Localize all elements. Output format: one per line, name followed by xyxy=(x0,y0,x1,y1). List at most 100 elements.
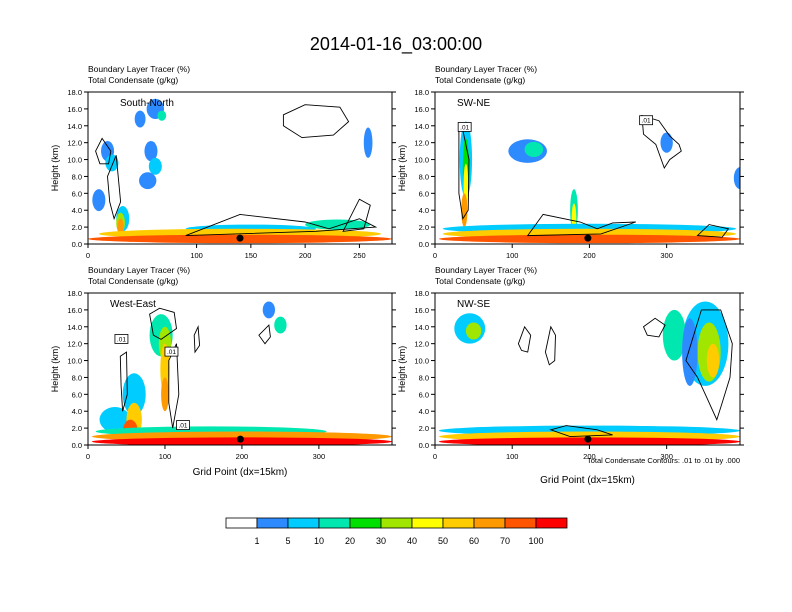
tracer-blob xyxy=(662,309,686,361)
y-tick-label: 0.0 xyxy=(419,240,429,249)
x-tick-label: 100 xyxy=(506,251,519,260)
y-tick-label: 4.0 xyxy=(419,407,429,416)
tracer-blob xyxy=(524,141,544,158)
contour-label: .01 xyxy=(460,124,469,131)
condensate-contour xyxy=(149,307,177,340)
contour-label-box xyxy=(457,122,472,132)
tracer-blob xyxy=(99,407,131,433)
condensate-contour xyxy=(544,325,556,366)
contour-label-box xyxy=(114,334,129,344)
y-tick-label: 6.0 xyxy=(72,390,82,399)
plot-frame xyxy=(434,91,741,245)
tracer-blob xyxy=(274,316,287,334)
contour-label-box xyxy=(639,115,654,126)
y-axis-label: Height (km) xyxy=(50,145,60,192)
x-tick-label: 300 xyxy=(313,452,326,461)
tracer-blob xyxy=(92,189,106,212)
condensate-contour xyxy=(168,343,180,429)
panel-sw-ne: 0.0 2.0 4.0 6.0 8.0 10.0 12.0 14.0 16.0 18.0 0 100 2… xyxy=(397,64,744,260)
field-label: Boundary Layer Tracer (%) xyxy=(435,265,537,275)
location-marker xyxy=(584,435,592,443)
colorbar-swatch xyxy=(442,517,475,529)
condensate-contour xyxy=(282,104,350,139)
tracer-blob xyxy=(122,373,146,416)
tracer-blob xyxy=(148,157,162,175)
y-tick-label: 2.0 xyxy=(72,424,82,433)
x-tick-label: 0 xyxy=(86,452,90,461)
plot-background xyxy=(435,92,740,244)
y-tick-label: 18.0 xyxy=(67,289,82,298)
tracer-field xyxy=(435,92,740,244)
y-tick-label: 18.0 xyxy=(67,88,82,97)
colorbar-swatch xyxy=(256,517,289,529)
y-tick-label: 12.0 xyxy=(414,139,429,148)
colorbar-label: 30 xyxy=(376,536,386,546)
y-tick-label: 12.0 xyxy=(67,340,82,349)
y-tick-label: 10.0 xyxy=(414,156,429,165)
tracer-field xyxy=(435,293,740,445)
tracer-blob xyxy=(733,167,740,190)
colorbar-swatch xyxy=(349,517,382,529)
y-tick-label: 16.0 xyxy=(67,105,82,114)
condensate-contour xyxy=(696,224,730,238)
condensate-contour xyxy=(258,324,271,345)
y-tick-label: 6.0 xyxy=(419,390,429,399)
x-tick-label: 200 xyxy=(236,452,249,461)
condensate-contour xyxy=(193,325,201,354)
condensate-contour xyxy=(119,351,128,412)
y-tick-label: 16.0 xyxy=(67,306,82,315)
condensate-contour xyxy=(685,309,733,421)
y-tick-label: 8.0 xyxy=(419,373,429,382)
y-tick-label: 0.0 xyxy=(72,240,82,249)
y-axis-label: Height (km) xyxy=(50,346,60,393)
field-label: Boundary Layer Tracer (%) xyxy=(88,64,190,74)
y-tick-label: 8.0 xyxy=(72,172,82,181)
overlay-label: Total Condensate (g/kg) xyxy=(435,75,525,85)
y-tick-label: 6.0 xyxy=(419,189,429,198)
overlay-label: Total Condensate (g/kg) xyxy=(435,276,525,286)
tracer-blob xyxy=(161,377,169,412)
contour-label: .01 xyxy=(117,336,126,343)
x-tick-label: 200 xyxy=(583,452,596,461)
contour-label-box xyxy=(176,420,190,430)
overlay-label: Total Condensate (g/kg) xyxy=(88,276,178,286)
colorbar-label: 60 xyxy=(469,536,479,546)
y-tick-label: 0.0 xyxy=(72,441,82,450)
x-tick-label: 100 xyxy=(190,251,203,260)
x-tick-label: 150 xyxy=(245,251,258,260)
x-tick-label: 0 xyxy=(433,251,437,260)
colorbar-swatch xyxy=(380,517,413,529)
y-tick-label: 14.0 xyxy=(414,122,429,131)
plot-frame xyxy=(434,292,741,446)
tracer-blob xyxy=(706,343,720,378)
location-marker xyxy=(584,234,592,242)
x-tick-label: 100 xyxy=(159,452,172,461)
condensate-contour xyxy=(641,114,682,170)
y-tick-label: 0.0 xyxy=(419,441,429,450)
y-tick-label: 2.0 xyxy=(419,424,429,433)
plot-frame xyxy=(87,91,393,245)
location-marker xyxy=(236,234,244,242)
colorbar-swatch xyxy=(411,517,444,529)
condensate-contour xyxy=(107,155,122,221)
panel-title: SW-NE xyxy=(457,98,490,109)
x-axis-label: Grid Point (dx=15km) xyxy=(540,475,635,486)
y-tick-label: 6.0 xyxy=(72,189,82,198)
x-tick-label: 0 xyxy=(86,251,90,260)
y-tick-label: 10.0 xyxy=(67,357,82,366)
x-axis-label: Grid Point (dx=15km) xyxy=(193,467,288,478)
contour-label: .01 xyxy=(167,349,176,356)
overlay-label: Total Condensate (g/kg) xyxy=(88,75,178,85)
colorbar-swatch xyxy=(318,517,351,529)
y-tick-label: 14.0 xyxy=(67,323,82,332)
x-tick-label: 250 xyxy=(353,251,366,260)
contour-label-box xyxy=(164,346,179,357)
colorbar-label: 40 xyxy=(407,536,417,546)
condensate-contour xyxy=(95,137,112,165)
condensate-contour xyxy=(526,213,636,237)
colorbar-swatch xyxy=(287,517,320,529)
contour-label: .01 xyxy=(642,118,651,125)
tracer-blob xyxy=(144,140,158,162)
figure-title: 2014-01-16_03:00:00 xyxy=(310,34,482,55)
x-tick-label: 300 xyxy=(660,251,673,260)
